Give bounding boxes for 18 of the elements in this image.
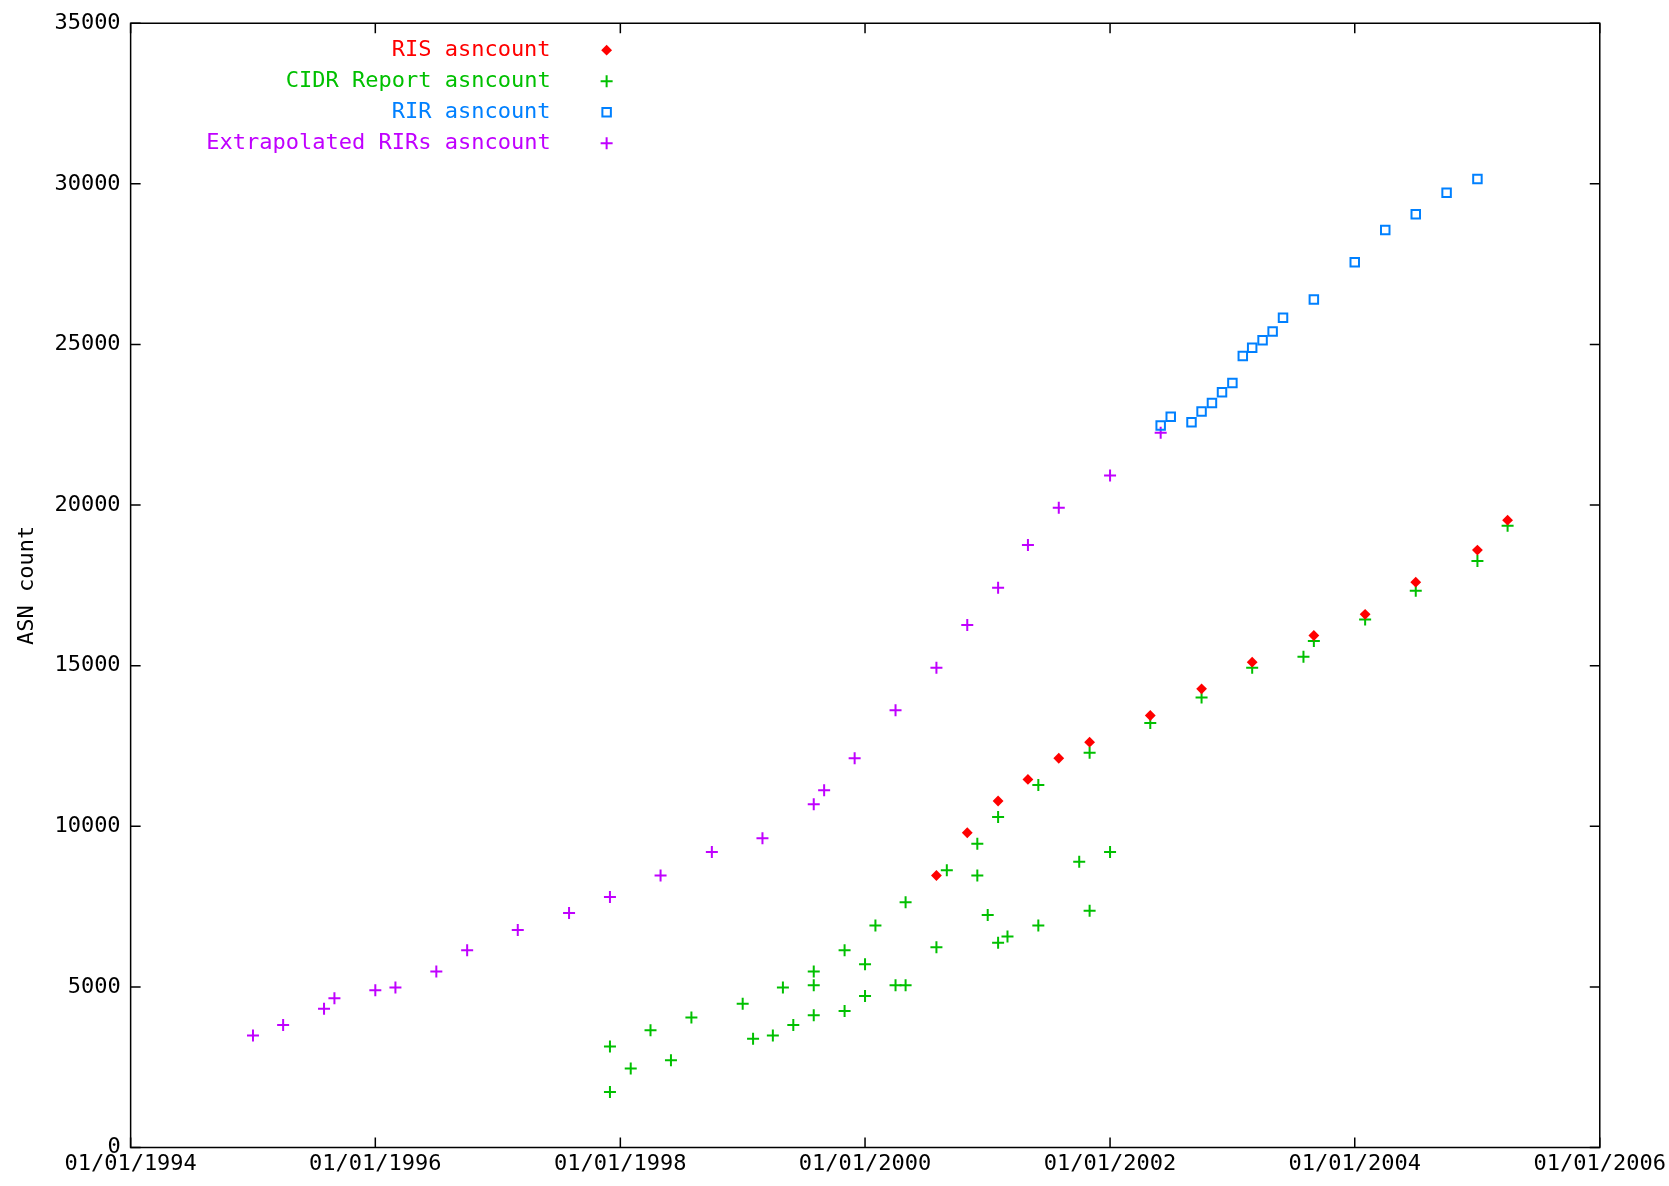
legend-label: Extrapolated RIRs asncount [206, 128, 551, 154]
x-tick-label: 01/01/2000 [798, 1149, 932, 1175]
x-tick-label: 01/01/2004 [1288, 1149, 1421, 1175]
x-tick-label: 01/01/2002 [1043, 1149, 1177, 1175]
y-tick-label: 15000 [54, 651, 121, 677]
legend-label: RIR asncount [391, 97, 551, 123]
y-axis-title: ASN count [12, 525, 38, 646]
y-tick-label: 5000 [67, 972, 121, 998]
legend-label: RIS asncount [391, 35, 551, 61]
x-tick-label: 01/01/1996 [309, 1149, 442, 1175]
y-tick-label: 25000 [54, 330, 121, 356]
y-tick-label: 20000 [54, 490, 121, 516]
x-tick-label: 01/01/1998 [554, 1149, 687, 1175]
legend-label: CIDR Report asncount [285, 66, 551, 92]
y-tick-label: 30000 [54, 169, 121, 195]
x-tick-label: 01/01/2006 [1533, 1149, 1666, 1175]
y-tick-label: 35000 [54, 8, 121, 34]
y-tick-label: 10000 [54, 812, 121, 838]
